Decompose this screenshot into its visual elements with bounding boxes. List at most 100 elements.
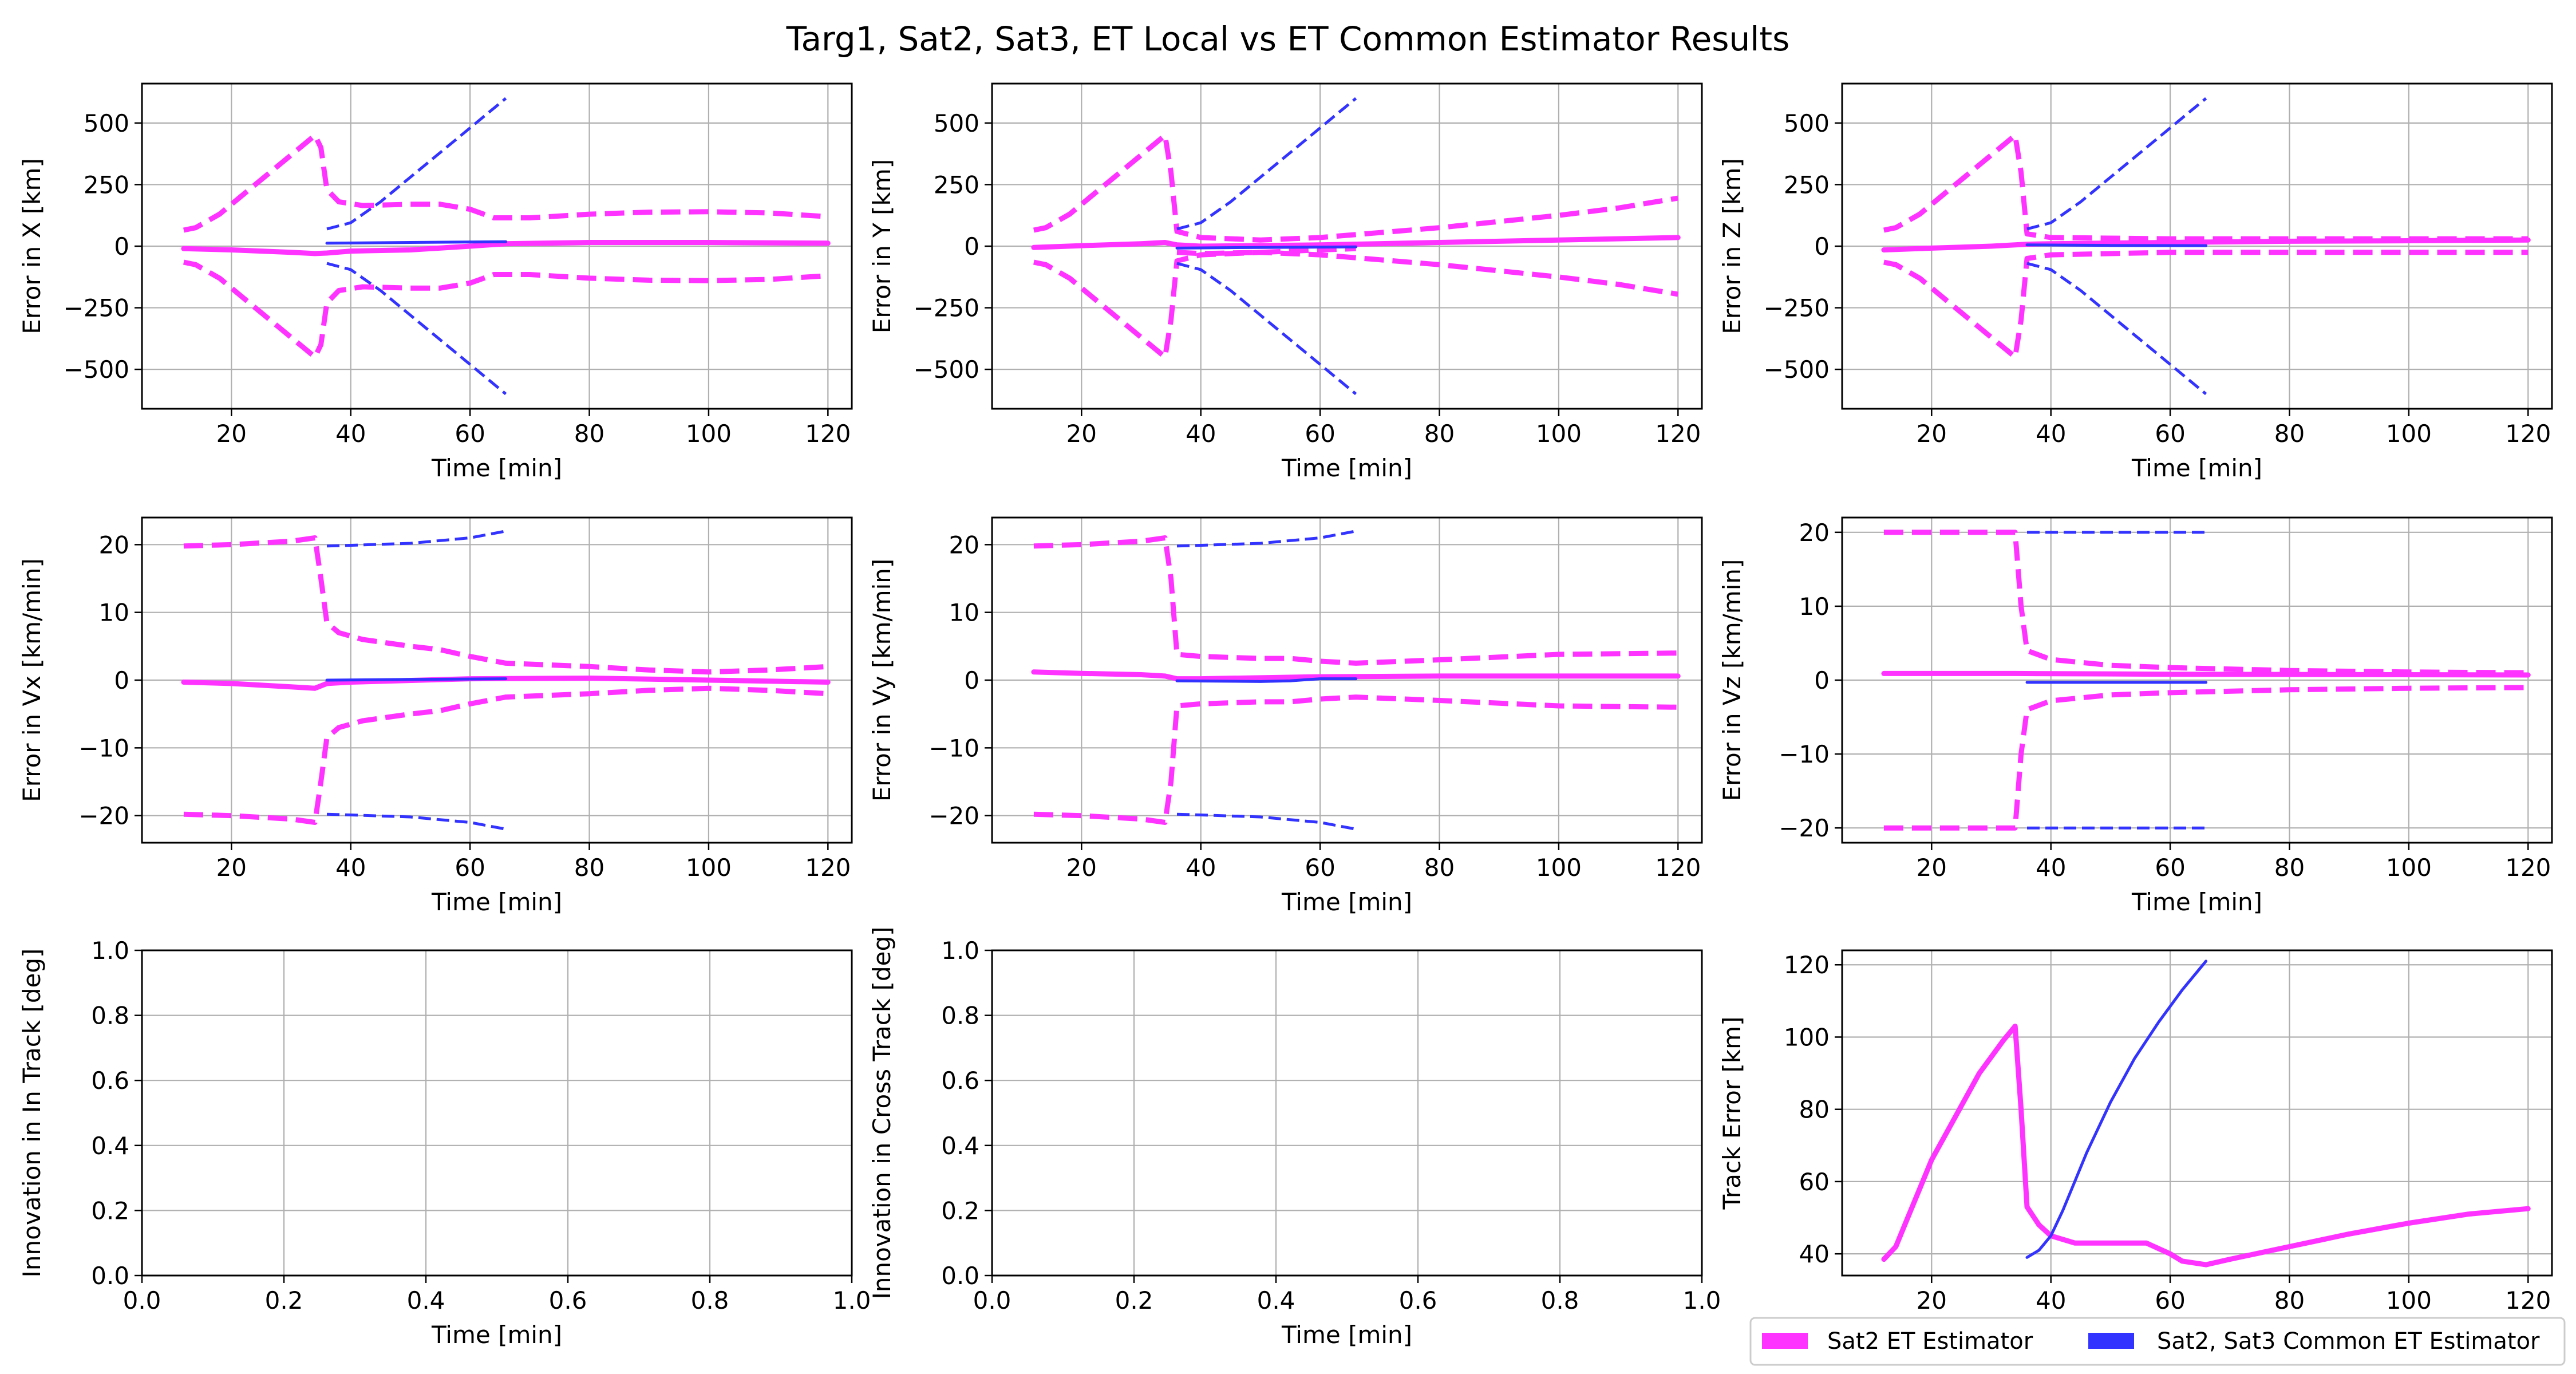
x-tick-label: 40 [1186, 854, 1216, 882]
series-sat2-solid-0 [181, 240, 831, 256]
x-axis-label: Time [min] [2131, 888, 2262, 916]
series-sat2-solid-0 [1031, 669, 1681, 682]
x-tick-label: 60 [2155, 420, 2185, 448]
x-axis-label: Time [min] [1281, 454, 1412, 482]
y-tick-label: 500 [934, 109, 979, 137]
y-axis-label: Error in Vy [km/min] [868, 559, 896, 802]
axes-frame [991, 949, 1703, 1277]
series-group [1881, 97, 2531, 396]
y-tick-label: −20 [1779, 814, 1830, 842]
x-tick-label: 120 [1655, 420, 1701, 448]
y-tick-label: 0.0 [941, 1262, 979, 1290]
x-tick-label: 80 [574, 854, 605, 882]
subplot-6: 20 40 60 80 100 120 −20 −10 0 10 20 Time [min] Error… [1718, 516, 2553, 916]
x-tick-label: 120 [805, 420, 851, 448]
x-tick-label: 40 [2036, 1286, 2066, 1314]
y-axis-label: Error in Vx [km/min] [18, 558, 46, 802]
x-tick-label: 0.0 [123, 1286, 161, 1314]
y-tick-label: 0.4 [91, 1132, 129, 1160]
x-tick-label: 60 [2155, 1286, 2185, 1314]
x-tick-label: 60 [2155, 854, 2185, 882]
y-tick-label: 0.0 [91, 1262, 129, 1290]
y-tick-label: 0.8 [941, 1002, 979, 1030]
series-group [1881, 960, 2531, 1268]
x-axis-label: Time [min] [1281, 1321, 1412, 1349]
y-tick-label: 20 [949, 531, 979, 559]
y-tick-label: −500 [64, 356, 129, 384]
x-tick-label: 20 [1066, 420, 1097, 448]
x-axis-label: Time [min] [1281, 888, 1412, 916]
series-common-solid-3 [2025, 243, 2208, 247]
axes-frame [1841, 949, 2553, 1277]
y-tick-label: 0.4 [941, 1132, 979, 1160]
series-sat2-dashed-2 [1033, 250, 1679, 360]
y-tick-label: 0.6 [91, 1067, 129, 1095]
figure-title: Targ1, Sat2, Sat3, ET Local vs ET Common… [786, 19, 1790, 58]
series-sat2-solid-0 [181, 676, 831, 691]
series-common-dashed-5 [1176, 97, 1357, 231]
x-tick-label: 40 [335, 420, 366, 448]
grid [1842, 518, 2552, 843]
series-sat2-dashed-1 [1033, 132, 1679, 243]
y-tick-label: −500 [914, 356, 979, 384]
y-tick-label: 100 [1784, 1023, 1830, 1051]
series-common-solid-3 [325, 240, 508, 245]
x-tick-label: 0.8 [1541, 1286, 1579, 1314]
x-tick-label: 40 [2036, 854, 2066, 882]
ticks [135, 122, 829, 416]
x-tick-label: 0.2 [1115, 1286, 1153, 1314]
y-tick-label: 0 [1814, 232, 1830, 260]
grid [141, 949, 853, 1277]
y-tick-label: 0 [964, 232, 979, 260]
y-tick-label: 500 [1784, 109, 1830, 137]
series-group [181, 97, 831, 396]
x-tick-label: 100 [2386, 1286, 2432, 1314]
x-tick-label: 20 [216, 420, 247, 448]
y-tick-label: 20 [99, 531, 129, 559]
y-tick-label: −250 [914, 294, 979, 322]
series-common-dashed-4 [2026, 97, 2207, 231]
subplot-2: 20 40 60 80 100 120 −500 −250 0 250 500 Time [min] E… [868, 82, 1703, 482]
legend-swatch-common [2088, 1333, 2134, 1349]
subplot-4: 20 40 60 80 100 120 −20 −10 0 10 20 Time [min] Error… [18, 516, 853, 916]
y-tick-label: −250 [64, 294, 129, 322]
y-axis-label: Track Error [km] [1718, 1017, 1746, 1210]
series-sat2-dashed-2 [1033, 694, 1678, 825]
y-tick-label: 80 [1799, 1096, 1830, 1124]
x-tick-label: 80 [1424, 854, 1455, 882]
ticks [985, 122, 1679, 416]
x-tick-label: 120 [2505, 420, 2551, 448]
grid [1842, 950, 2552, 1276]
y-axis-label: Error in Y [km] [868, 159, 896, 333]
x-tick-label: 100 [2386, 854, 2432, 882]
x-tick-label: 60 [1305, 854, 1335, 882]
y-tick-label: 10 [99, 599, 129, 627]
series-sat2-dashed-3 [1176, 246, 1356, 256]
ticks [1835, 531, 2529, 850]
x-tick-label: 40 [335, 854, 366, 882]
series-sat2-solid-0 [1031, 235, 1681, 250]
series-common-dashed-4 [1176, 530, 1357, 548]
x-tick-label: 80 [2274, 420, 2305, 448]
y-tick-label: 0 [114, 666, 129, 694]
x-tick-label: 20 [1066, 854, 1097, 882]
series-common-solid-1 [2025, 960, 2208, 1259]
subplot-1: 20 40 60 80 100 120 −500 −250 0 250 500 Time [min] E… [18, 82, 853, 482]
x-tick-label: 100 [1536, 854, 1582, 882]
x-tick-label: 0.8 [691, 1286, 729, 1314]
series-sat2-dashed-1 [183, 132, 828, 233]
y-tick-label: 1.0 [91, 937, 129, 965]
y-tick-label: 0 [114, 232, 129, 260]
series-sat2-dashed-2 [1883, 250, 2528, 360]
y-tick-label: −250 [1764, 294, 1830, 322]
legend-label-sat2: Sat2 ET Estimator [1827, 1328, 2033, 1355]
series-sat2-dashed-1 [1033, 535, 1678, 666]
series-common-dashed-6 [1176, 262, 1357, 396]
x-tick-label: 0.6 [549, 1286, 587, 1314]
x-tick-label: 20 [216, 854, 247, 882]
legend-swatch-sat2 [1762, 1333, 1808, 1349]
x-tick-label: 120 [805, 854, 851, 882]
y-tick-label: 250 [84, 171, 129, 199]
